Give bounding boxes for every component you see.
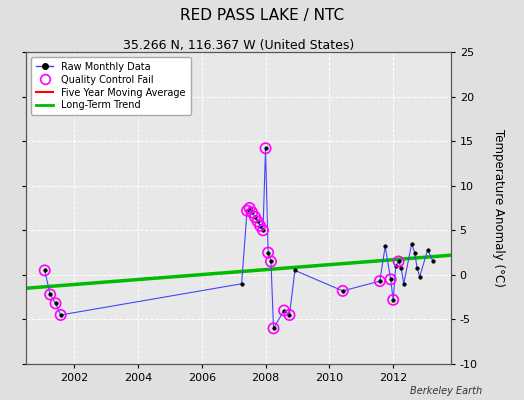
- Y-axis label: Temperature Anomaly (°C): Temperature Anomaly (°C): [492, 129, 505, 287]
- Point: [269, 325, 278, 332]
- Point: [259, 227, 267, 234]
- Point: [248, 209, 256, 216]
- Title: 35.266 N, 116.367 W (United States): 35.266 N, 116.367 W (United States): [123, 39, 354, 52]
- Point: [245, 205, 254, 211]
- Point: [256, 223, 264, 229]
- Point: [243, 208, 251, 214]
- Point: [387, 276, 395, 282]
- Point: [261, 145, 270, 152]
- Point: [395, 258, 403, 265]
- Point: [264, 249, 272, 256]
- Point: [285, 312, 293, 318]
- Point: [339, 288, 347, 294]
- Point: [254, 218, 262, 224]
- Point: [57, 312, 65, 318]
- Text: Berkeley Earth: Berkeley Earth: [410, 386, 482, 396]
- Point: [40, 267, 49, 274]
- Point: [46, 291, 54, 298]
- Legend: Raw Monthly Data, Quality Control Fail, Five Year Moving Average, Long-Term Tren: Raw Monthly Data, Quality Control Fail, …: [31, 57, 191, 115]
- Point: [389, 297, 397, 303]
- Point: [376, 278, 384, 284]
- Point: [280, 307, 288, 314]
- Point: [51, 300, 60, 306]
- Text: RED PASS LAKE / NTC: RED PASS LAKE / NTC: [180, 8, 344, 23]
- Point: [251, 214, 259, 220]
- Point: [267, 258, 275, 265]
